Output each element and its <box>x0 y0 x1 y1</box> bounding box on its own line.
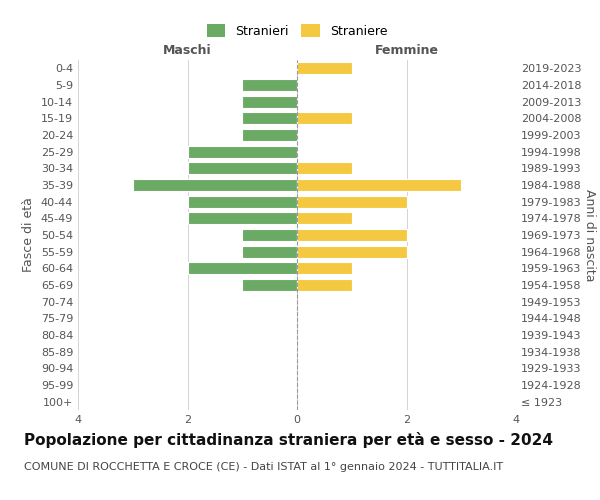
Bar <box>188 196 297 207</box>
Bar <box>297 212 352 224</box>
Bar <box>297 162 352 174</box>
Y-axis label: Anni di nascita: Anni di nascita <box>583 188 596 281</box>
Text: Femmine: Femmine <box>374 44 439 57</box>
Bar <box>188 162 297 174</box>
Bar <box>242 112 297 124</box>
Text: Popolazione per cittadinanza straniera per età e sesso - 2024: Popolazione per cittadinanza straniera p… <box>24 432 553 448</box>
Bar <box>133 179 297 191</box>
Bar <box>188 212 297 224</box>
Bar <box>297 112 352 124</box>
Bar <box>297 196 407 207</box>
Bar <box>242 96 297 108</box>
Bar <box>297 179 461 191</box>
Bar <box>297 262 352 274</box>
Bar <box>188 262 297 274</box>
Legend: Stranieri, Straniere: Stranieri, Straniere <box>206 24 388 38</box>
Bar <box>188 146 297 158</box>
Bar <box>297 279 352 291</box>
Text: COMUNE DI ROCCHETTA E CROCE (CE) - Dati ISTAT al 1° gennaio 2024 - TUTTITALIA.IT: COMUNE DI ROCCHETTA E CROCE (CE) - Dati … <box>24 462 503 472</box>
Bar <box>242 279 297 291</box>
Bar <box>242 79 297 91</box>
Bar <box>297 62 352 74</box>
Bar <box>242 229 297 241</box>
Bar <box>242 246 297 258</box>
Bar <box>297 246 407 258</box>
Y-axis label: Fasce di età: Fasce di età <box>22 198 35 272</box>
Text: Maschi: Maschi <box>163 44 212 57</box>
Bar <box>242 129 297 141</box>
Bar <box>297 229 407 241</box>
